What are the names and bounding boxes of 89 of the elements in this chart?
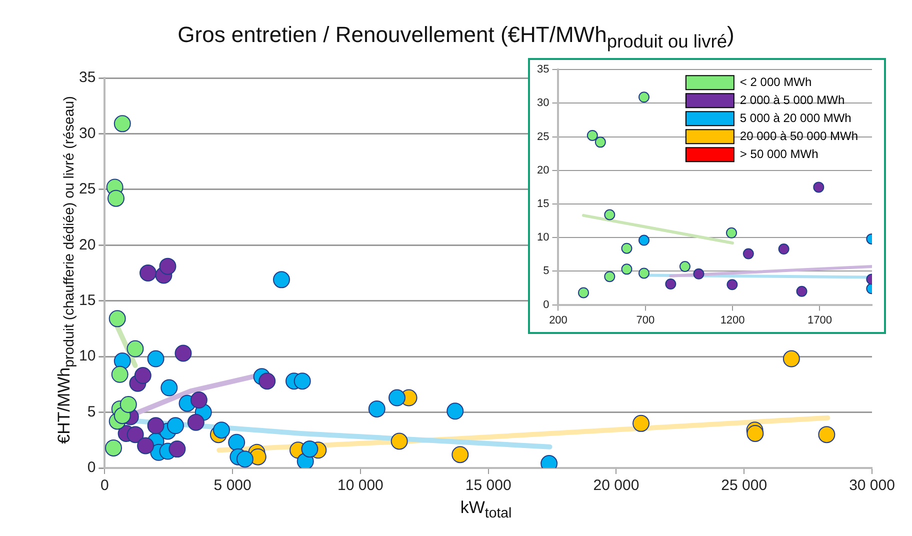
x-tick-label: 25 000 bbox=[721, 477, 768, 494]
x-tick-label: 20 000 bbox=[593, 477, 640, 494]
point bbox=[796, 286, 808, 297]
point bbox=[294, 372, 311, 390]
point bbox=[693, 268, 704, 280]
x-tick-label: 5 000 bbox=[214, 477, 252, 494]
point bbox=[147, 417, 164, 434]
x-axis-title: kW$_{total}$ bbox=[460, 498, 512, 522]
y-tick-label: 5 bbox=[543, 265, 550, 278]
point bbox=[174, 344, 192, 362]
legend-label: > 50 000 MWh bbox=[740, 146, 818, 161]
point bbox=[114, 352, 131, 370]
point bbox=[236, 450, 254, 468]
point bbox=[105, 439, 122, 456]
point bbox=[160, 379, 178, 396]
point bbox=[258, 372, 276, 390]
point bbox=[134, 367, 152, 384]
point bbox=[368, 400, 386, 418]
y-tick-label: 35 bbox=[78, 69, 96, 86]
y-tick-label: 5 bbox=[87, 403, 96, 420]
point bbox=[665, 278, 676, 290]
point bbox=[301, 440, 318, 458]
x-tick-label: 15 000 bbox=[465, 477, 512, 494]
x-tick-label: 30 000 bbox=[849, 477, 895, 494]
point bbox=[813, 182, 824, 193]
y-tick-label: 0 bbox=[87, 459, 96, 476]
point bbox=[126, 340, 144, 358]
point bbox=[742, 248, 754, 260]
x-tick-label: 10 000 bbox=[338, 477, 384, 494]
point bbox=[638, 92, 650, 103]
point bbox=[140, 264, 157, 282]
y-tick-label: 30 bbox=[536, 97, 550, 110]
chart-title: Gros entretien / Renouvellement (€HT/MWh$_{produit ou livré}$) bbox=[176, 22, 736, 52]
point bbox=[168, 440, 186, 458]
point bbox=[111, 366, 128, 383]
point bbox=[228, 434, 246, 451]
point bbox=[159, 258, 176, 275]
point bbox=[594, 136, 606, 148]
y-tick-label: 10 bbox=[78, 348, 96, 365]
point bbox=[778, 244, 790, 255]
legend-label: 20 000 à 50 000 MWh bbox=[740, 128, 858, 143]
point bbox=[632, 414, 650, 432]
point bbox=[604, 271, 616, 282]
x-tick-label: 1200 bbox=[720, 314, 745, 326]
point bbox=[604, 209, 616, 220]
point bbox=[621, 242, 632, 254]
legend-label: 2 000 à 5 000 MWh bbox=[740, 92, 845, 107]
point bbox=[147, 350, 164, 368]
point bbox=[621, 264, 632, 275]
y-tick-label: 0 bbox=[543, 298, 550, 311]
point bbox=[578, 287, 590, 298]
x-tick-label: 200 bbox=[549, 314, 568, 326]
y-tick-label: 10 bbox=[536, 232, 550, 244]
point bbox=[137, 437, 154, 454]
x-tick-label: 1700 bbox=[807, 314, 832, 326]
x-tick-label: 700 bbox=[636, 314, 655, 326]
y-tick-label: 15 bbox=[78, 292, 96, 309]
point bbox=[446, 402, 464, 420]
y-tick-label: 15 bbox=[536, 198, 550, 210]
point bbox=[107, 190, 124, 207]
y-tick-label: 20 bbox=[78, 236, 96, 254]
point bbox=[187, 414, 204, 431]
y-tick-label: 20 bbox=[536, 164, 550, 176]
y-tick-label: 30 bbox=[78, 124, 96, 142]
legend-label: < 2 000 MWh bbox=[740, 74, 812, 89]
point bbox=[273, 271, 290, 288]
point bbox=[746, 424, 764, 442]
point bbox=[108, 310, 126, 328]
y-tick-label: 35 bbox=[536, 64, 550, 76]
x-tick-label: 0 bbox=[100, 477, 109, 494]
point bbox=[726, 279, 738, 290]
point bbox=[679, 260, 690, 272]
point bbox=[166, 417, 184, 434]
point bbox=[212, 422, 230, 439]
point bbox=[782, 350, 800, 368]
y-tick-label: 25 bbox=[78, 180, 96, 198]
legend-label: 5 000 à 20 000 MWh bbox=[740, 110, 852, 125]
point bbox=[388, 389, 406, 406]
point bbox=[586, 130, 598, 141]
point bbox=[390, 432, 408, 450]
point bbox=[726, 227, 738, 238]
y-tick-label: 25 bbox=[536, 130, 550, 143]
point bbox=[114, 115, 131, 132]
point bbox=[818, 426, 836, 444]
point bbox=[190, 392, 208, 409]
point bbox=[120, 396, 137, 413]
point bbox=[638, 268, 650, 279]
point bbox=[452, 446, 469, 464]
point bbox=[126, 426, 144, 444]
